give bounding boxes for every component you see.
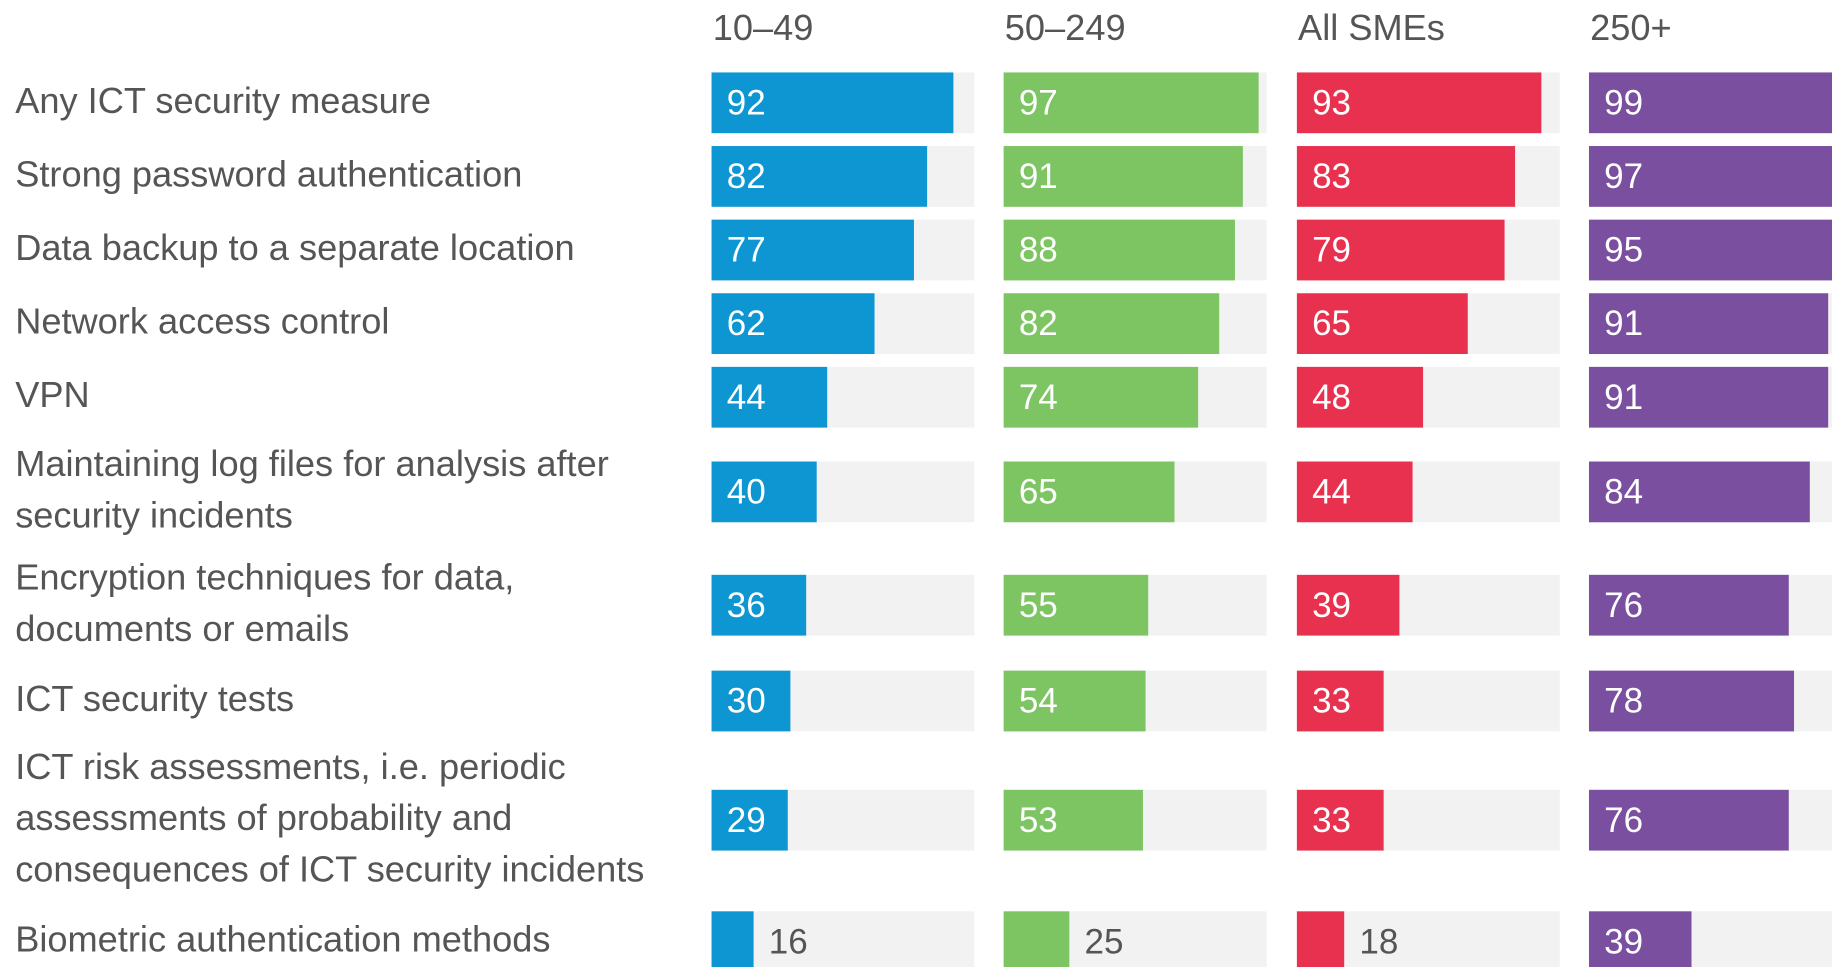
value-label: 91: [1019, 157, 1058, 196]
value-label: 74: [1019, 378, 1058, 417]
value-label: 36: [727, 586, 766, 625]
legend-label: 250+: [1590, 7, 1672, 48]
bar: [1296, 72, 1542, 134]
value-label: 97: [1604, 157, 1643, 196]
category-label: Biometric authentication methods: [15, 918, 550, 959]
bar: [711, 219, 914, 281]
bar: [1003, 670, 1146, 732]
value-label: 77: [727, 231, 766, 270]
value-label: 93: [1312, 83, 1351, 122]
value-label: 33: [1312, 682, 1351, 721]
bar: [1003, 219, 1235, 281]
value-label: 76: [1604, 586, 1643, 625]
category-label: VPN: [15, 374, 89, 415]
value-label: 40: [727, 472, 766, 511]
value-label: 78: [1604, 682, 1643, 721]
value-label: 95: [1604, 231, 1643, 270]
value-label: 82: [1019, 304, 1058, 343]
legend-label: All SMEs: [1298, 7, 1445, 48]
value-label: 97: [1019, 83, 1058, 122]
bar: [1588, 670, 1795, 732]
bar: [711, 366, 828, 428]
bar: [1588, 574, 1789, 636]
category-label: Encryption techniques for data, documents…: [15, 556, 514, 648]
value-label: 39: [1604, 922, 1643, 961]
value-label: 99: [1604, 83, 1643, 122]
bar: [711, 574, 807, 636]
value-label: 16: [769, 922, 808, 961]
bar: [1003, 366, 1199, 428]
bar: [1296, 146, 1516, 207]
bar: [1588, 219, 1832, 281]
value-label: 53: [1019, 801, 1058, 840]
value-label: 79: [1312, 231, 1351, 270]
bar: [1003, 293, 1220, 355]
bar: [1588, 146, 1832, 207]
bar: [711, 461, 817, 523]
value-label: 29: [727, 801, 766, 840]
bar: [1296, 293, 1468, 355]
value-label: 65: [1019, 472, 1058, 511]
category-label: Maintaining log files for analysis after…: [15, 443, 609, 535]
value-label: 62: [727, 304, 766, 343]
value-label: 44: [727, 378, 766, 417]
bar: [1003, 461, 1175, 523]
bar: [1003, 789, 1143, 851]
value-label: 33: [1312, 801, 1351, 840]
category-label: Strong password authentication: [15, 153, 522, 194]
legend-label: 10–49: [713, 7, 814, 48]
bar: [1588, 72, 1832, 134]
value-label: 39: [1312, 586, 1351, 625]
bar: [1588, 461, 1810, 523]
value-label: 54: [1019, 682, 1058, 721]
bar: [1588, 789, 1789, 851]
bar: [711, 670, 791, 732]
category-label: Network access control: [15, 300, 389, 341]
value-label: 25: [1085, 922, 1124, 961]
bar: [711, 146, 928, 207]
value-label: 65: [1312, 304, 1351, 343]
value-label: 55: [1019, 586, 1058, 625]
category-label: ICT security tests: [15, 678, 294, 719]
value-label: 48: [1312, 378, 1351, 417]
bar: [1296, 789, 1384, 851]
bar: [1588, 366, 1829, 428]
value-label: 84: [1604, 472, 1643, 511]
track: [711, 911, 975, 967]
value-label: 91: [1604, 378, 1643, 417]
bar: [1296, 670, 1384, 732]
bar: [1296, 366, 1424, 428]
bar: [711, 911, 754, 967]
bar: [1296, 911, 1345, 967]
legend-label: 50–249: [1005, 7, 1126, 48]
value-label: 83: [1312, 157, 1351, 196]
category-label: Data backup to a separate location: [15, 227, 575, 268]
bar: [1003, 574, 1149, 636]
value-label: 88: [1019, 231, 1058, 270]
value-label: 18: [1359, 922, 1398, 961]
bar: [1296, 219, 1505, 281]
value-label: 30: [727, 682, 766, 721]
bar: [1296, 461, 1413, 523]
bar: [1588, 293, 1829, 355]
value-label: 44: [1312, 472, 1351, 511]
bar: [711, 789, 788, 851]
bar: [1003, 146, 1243, 207]
bar: [1003, 911, 1070, 967]
value-label: 91: [1604, 304, 1643, 343]
bar: [1003, 72, 1259, 134]
value-label: 76: [1604, 801, 1643, 840]
bar: [711, 72, 954, 134]
category-label: ICT risk assessments, i.e. periodic asses…: [15, 745, 644, 889]
bar: [1588, 911, 1692, 967]
value-label: 92: [727, 83, 766, 122]
bar: [1296, 574, 1400, 636]
value-label: 82: [727, 157, 766, 196]
bar: [711, 293, 875, 355]
category-label: Any ICT security measure: [15, 79, 431, 120]
